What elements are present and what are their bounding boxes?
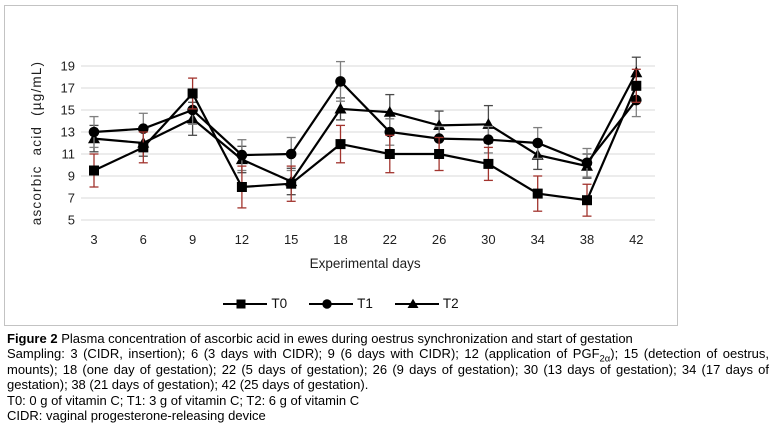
square-marker-icon <box>434 149 445 159</box>
circle-marker-icon <box>236 149 248 161</box>
x-tick-label: 3 <box>90 232 97 247</box>
legend-label-t1: T1 <box>357 296 373 311</box>
legend-item-t2: T2 <box>394 296 459 311</box>
x-tick-label: 26 <box>432 232 446 247</box>
triangle-marker-icon <box>383 106 396 117</box>
square-marker-icon <box>582 195 592 206</box>
square-marker-icon <box>483 158 494 169</box>
cidr-note: CIDR: vaginal progesterone-releasing dev… <box>7 408 266 424</box>
x-tick-label: 22 <box>383 232 397 247</box>
circle-marker-icon <box>285 148 297 160</box>
legend-marker-triangle-icon <box>394 297 439 311</box>
x-tick-label: 34 <box>530 232 544 247</box>
y-tick-label: 15 <box>61 103 75 118</box>
circle-marker-icon <box>532 137 543 149</box>
series-line <box>93 79 638 165</box>
circle-marker-icon <box>187 104 198 116</box>
square-marker-icon <box>89 165 99 176</box>
square-marker-icon <box>532 188 543 199</box>
series-line <box>93 85 638 202</box>
legend-item-t1: T1 <box>309 296 373 311</box>
circle-marker-icon <box>581 157 593 169</box>
circle-marker-icon <box>335 76 346 87</box>
square-marker-icon <box>631 80 642 91</box>
square-marker-icon <box>138 142 149 153</box>
legend-glyph-triangle <box>394 298 439 308</box>
sampling-note: Sampling: 3 (CIDR, insertion); 6 (3 days… <box>7 346 769 392</box>
chart-legend: T0 T1 T2 <box>5 296 677 311</box>
square-marker-icon <box>236 182 247 192</box>
x-tick-label: 15 <box>284 232 298 247</box>
y-tick-label: 11 <box>62 147 76 162</box>
caption-title-line: Figure 2 Plasma concentration of ascorbi… <box>7 331 769 346</box>
square-marker-icon <box>335 139 346 150</box>
y-tick-label: 19 <box>61 59 75 74</box>
series-line <box>93 72 638 183</box>
legend-item-t0: T0 <box>223 296 287 311</box>
legend-glyph-circle <box>309 298 354 309</box>
sampling-text-pre: Sampling: 3 (CIDR, insertion); 6 (3 days… <box>7 346 600 362</box>
square-marker-icon <box>286 178 297 189</box>
x-tick-label: 42 <box>629 232 643 247</box>
circle-marker-icon <box>483 134 494 145</box>
figure-caption: Figure 2 Plasma concentration of ascorbi… <box>7 331 769 423</box>
x-tick-label: 6 <box>140 232 147 247</box>
x-axis-title: Experimental days <box>310 256 421 271</box>
chart-region: 5 7 9 11 13 15 17 19 3 6 9 12 15 18 22 26 30 34 38 42 Experi… <box>4 5 678 326</box>
triangle-marker-icon <box>334 102 347 114</box>
x-tick-label: 9 <box>189 232 196 247</box>
circle-marker-icon <box>384 126 396 138</box>
pgf-subscript: 2α <box>599 354 611 365</box>
square-marker-icon <box>187 88 198 99</box>
y-tick-label: 9 <box>68 169 75 184</box>
figure-title: Plasma concentration of ascorbic acid in… <box>61 331 633 346</box>
y-tick-label: 17 <box>61 81 75 96</box>
figure-label: Figure 2 <box>7 331 58 346</box>
y-tick-label: 5 <box>68 213 75 228</box>
series-T0 <box>89 68 642 217</box>
legend-label-t2: T2 <box>442 296 459 311</box>
x-tick-label: 38 <box>580 232 594 247</box>
x-tick-label: 12 <box>235 232 249 247</box>
y-axis-title: ascorbic acid (µg/mL) <box>29 61 44 226</box>
circle-marker-icon <box>88 126 100 138</box>
chart-canvas: 5 7 9 11 13 15 17 19 3 6 9 12 15 18 22 26 30 34 38 42 Experi… <box>29 56 655 271</box>
legend-marker-square-icon <box>223 297 268 311</box>
y-tick-label: 13 <box>61 125 75 140</box>
triangle-marker-icon <box>433 119 446 130</box>
y-tick-label: 7 <box>68 191 75 206</box>
legend-glyph-square <box>223 299 268 308</box>
legend-label-t0: T0 <box>271 296 288 311</box>
x-tick-label: 30 <box>481 232 495 247</box>
treatments-note: T0: 0 g of vitamin C; T1: 3 g of vitamin… <box>7 392 360 408</box>
x-tick-label: 18 <box>333 232 347 247</box>
series-T2 <box>88 56 643 196</box>
square-marker-icon <box>384 149 395 159</box>
legend-marker-circle-icon <box>309 297 354 311</box>
sampling-text-post: ); 15 (detection of oestrus, mounts); 18… <box>7 346 769 393</box>
